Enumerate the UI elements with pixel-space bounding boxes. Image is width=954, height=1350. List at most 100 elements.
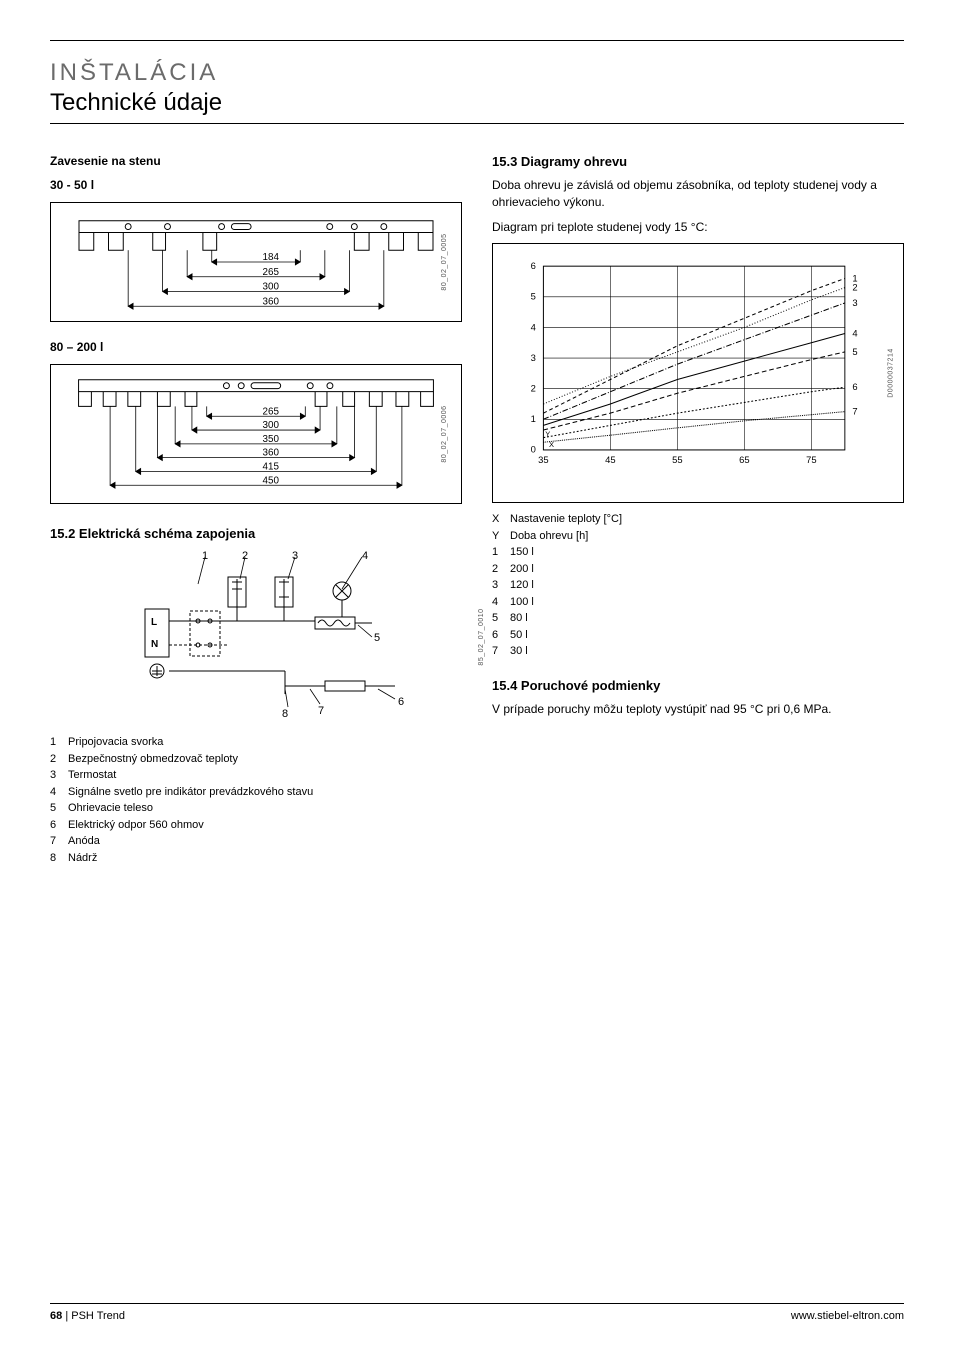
chart-legend-row: 1150 l [492,544,904,561]
legend-key: X [492,511,510,528]
svg-text:3: 3 [852,297,857,308]
title-main: INŠTALÁCIA [50,59,904,87]
mount-diagram-a: 184 265 300 360 80_02_07_0005 [50,202,462,322]
diagram-note: Diagram pri teplote studenej vody 15 °C: [492,219,904,236]
title-sub: Technické údaje [50,89,904,117]
co-5: 5 [374,632,380,644]
legend-text: 100 l [510,594,534,611]
svg-text:0: 0 [531,444,536,455]
dim-b-5: 450 [263,475,280,486]
heating-chart: 012345635455565751234567XY D0000037214 [492,243,904,503]
svg-text:5: 5 [531,291,536,302]
legend-key: 3 [492,577,510,594]
legend-key: 2 [492,561,510,578]
wall-mount-heading: Zavesenie na stenu [50,154,462,168]
mount-diagram-b: 265 300 350 360 415 450 80_02_07_0006 [50,364,462,504]
wiring-legend-row: 7Anóda [50,833,462,850]
dim-b-0: 265 [263,406,280,417]
legend-key: 1 [50,734,68,751]
legend-text: 200 l [510,561,534,578]
svg-text:1: 1 [531,414,536,425]
svg-text:45: 45 [605,454,615,465]
legend-text: Ohrievacie teleso [68,800,153,817]
svg-text:6: 6 [531,260,536,271]
wiring-diagram: L N [110,549,462,724]
footer-url: www.stiebel-eltron.com [791,1310,904,1322]
chart-legend-row: 730 l [492,643,904,660]
mount-svg-a: 184 265 300 360 [51,203,461,321]
mount-svg-b: 265 300 350 360 415 450 [51,365,461,503]
svg-text:5: 5 [852,346,857,357]
legend-text: 150 l [510,544,534,561]
chart-legend-row: 580 l [492,610,904,627]
chart-svg: 012345635455565751234567XY [517,254,875,480]
legend-text: Termostat [68,767,116,784]
legend-text: Anóda [68,833,100,850]
co-2: 2 [242,550,248,562]
section-15-4: 15.4 Poruchové podmienky [492,678,904,693]
legend-key: 1 [492,544,510,561]
terminal-L: L [151,617,157,628]
svg-text:65: 65 [739,454,749,465]
svg-text:2: 2 [531,383,536,394]
top-rule [50,40,904,41]
range-b-label: 80 – 200 l [50,340,462,354]
ref-code-a: 80_02_07_0005 [441,233,448,290]
legend-text: Doba ohrevu [h] [510,528,588,545]
svg-text:35: 35 [538,454,548,465]
chart-legend-row: XNastavenie teploty [°C] [492,511,904,528]
svg-text:75: 75 [806,454,816,465]
terminal-N: N [151,639,158,650]
svg-text:4: 4 [852,328,857,339]
right-column: 15.3 Diagramy ohrevu Doba ohrevu je závi… [492,154,904,866]
content-columns: Zavesenie na stenu 30 - 50 l [50,154,904,866]
left-column: Zavesenie na stenu 30 - 50 l [50,154,462,866]
legend-text: Elektrický odpor 560 ohmov [68,817,204,834]
dim-a-3: 360 [263,296,280,307]
title-rule [50,123,904,124]
wiring-legend-row: 2Bezpečnostný obmedzovač teploty [50,751,462,768]
svg-text:2: 2 [852,282,857,293]
dim-b-4: 415 [263,461,280,472]
chart-ref: D0000037214 [887,349,894,399]
legend-text: Pripojovacia svorka [68,734,163,751]
legend-key: 5 [492,610,510,627]
wiring-legend-row: 6Elektrický odpor 560 ohmov [50,817,462,834]
wiring-legend-row: 5Ohrievacie teleso [50,800,462,817]
legend-text: 30 l [510,643,528,660]
legend-key: 6 [50,817,68,834]
dim-b-3: 360 [263,448,280,459]
wiring-ref: 85_02_07_0010 [478,608,485,665]
svg-text:6: 6 [852,381,857,392]
legend-key: 4 [492,594,510,611]
wiring-legend-row: 8Nádrž [50,850,462,867]
co-4: 4 [362,550,368,562]
legend-key: 5 [50,800,68,817]
wiring-legend-row: 3Termostat [50,767,462,784]
svg-text:55: 55 [672,454,682,465]
wiring-legend-row: 4Signálne svetlo pre indikátor prevádzko… [50,784,462,801]
wiring-legend-row: 1Pripojovacia svorka [50,734,462,751]
intro-15-3: Doba ohrevu je závislá od objemu zásobní… [492,177,904,211]
co-8: 8 [282,708,288,719]
legend-key: 4 [50,784,68,801]
chart-legend-row: 650 l [492,627,904,644]
chart-legend-row: 3120 l [492,577,904,594]
legend-key: 6 [492,627,510,644]
legend-key: 7 [492,643,510,660]
legend-text: 120 l [510,577,534,594]
dim-b-1: 300 [263,420,280,431]
legend-text: Bezpečnostný obmedzovač teploty [68,751,238,768]
section-15-2: 15.2 Elektrická schéma zapojenia [50,526,462,541]
text-15-4: V prípade poruchy môžu teploty vystúpiť … [492,701,904,718]
chart-legend: XNastavenie teploty [°C]YDoba ohrevu [h]… [492,511,904,660]
legend-key: 2 [50,751,68,768]
dim-a-2: 300 [263,282,280,293]
range-a-label: 30 - 50 l [50,178,462,192]
legend-text: Nastavenie teploty [°C] [510,511,622,528]
wiring-legend: 1Pripojovacia svorka2Bezpečnostný obmedz… [50,734,462,866]
ref-code-b: 80_02_07_0006 [441,405,448,462]
dim-b-2: 350 [263,434,280,445]
legend-key: 8 [50,850,68,867]
legend-key: Y [492,528,510,545]
